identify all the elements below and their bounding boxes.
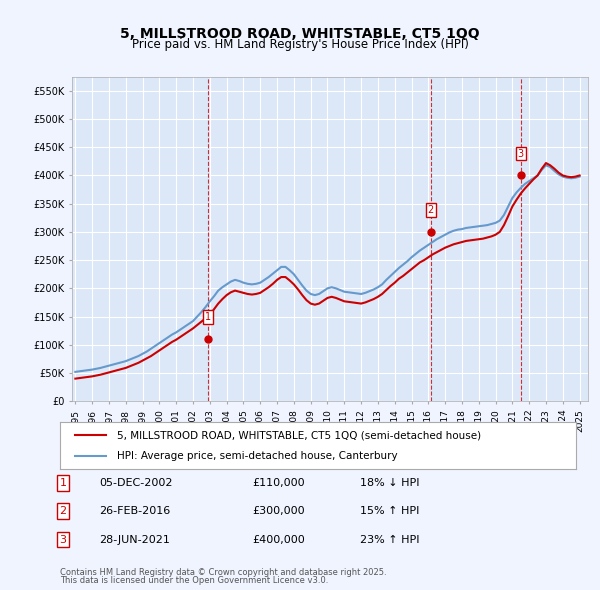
- Text: 28-JUN-2021: 28-JUN-2021: [99, 535, 170, 545]
- Text: 1: 1: [59, 478, 67, 488]
- Text: Contains HM Land Registry data © Crown copyright and database right 2025.: Contains HM Land Registry data © Crown c…: [60, 568, 386, 577]
- Text: £300,000: £300,000: [252, 506, 305, 516]
- Text: Price paid vs. HM Land Registry's House Price Index (HPI): Price paid vs. HM Land Registry's House …: [131, 38, 469, 51]
- Text: 5, MILLSTROOD ROAD, WHITSTABLE, CT5 1QQ (semi-detached house): 5, MILLSTROOD ROAD, WHITSTABLE, CT5 1QQ …: [117, 430, 481, 440]
- Text: £110,000: £110,000: [252, 478, 305, 488]
- Text: 18% ↓ HPI: 18% ↓ HPI: [360, 478, 419, 488]
- Text: 05-DEC-2002: 05-DEC-2002: [99, 478, 173, 488]
- Text: HPI: Average price, semi-detached house, Canterbury: HPI: Average price, semi-detached house,…: [117, 451, 397, 461]
- Text: 2: 2: [59, 506, 67, 516]
- Text: This data is licensed under the Open Government Licence v3.0.: This data is licensed under the Open Gov…: [60, 576, 328, 585]
- Text: 26-FEB-2016: 26-FEB-2016: [99, 506, 170, 516]
- Text: 5, MILLSTROOD ROAD, WHITSTABLE, CT5 1QQ: 5, MILLSTROOD ROAD, WHITSTABLE, CT5 1QQ: [120, 27, 480, 41]
- Text: £400,000: £400,000: [252, 535, 305, 545]
- Text: 1: 1: [205, 312, 212, 322]
- Text: 2: 2: [428, 205, 434, 215]
- Text: 3: 3: [59, 535, 67, 545]
- Text: 15% ↑ HPI: 15% ↑ HPI: [360, 506, 419, 516]
- Text: 3: 3: [518, 149, 524, 159]
- Text: 23% ↑ HPI: 23% ↑ HPI: [360, 535, 419, 545]
